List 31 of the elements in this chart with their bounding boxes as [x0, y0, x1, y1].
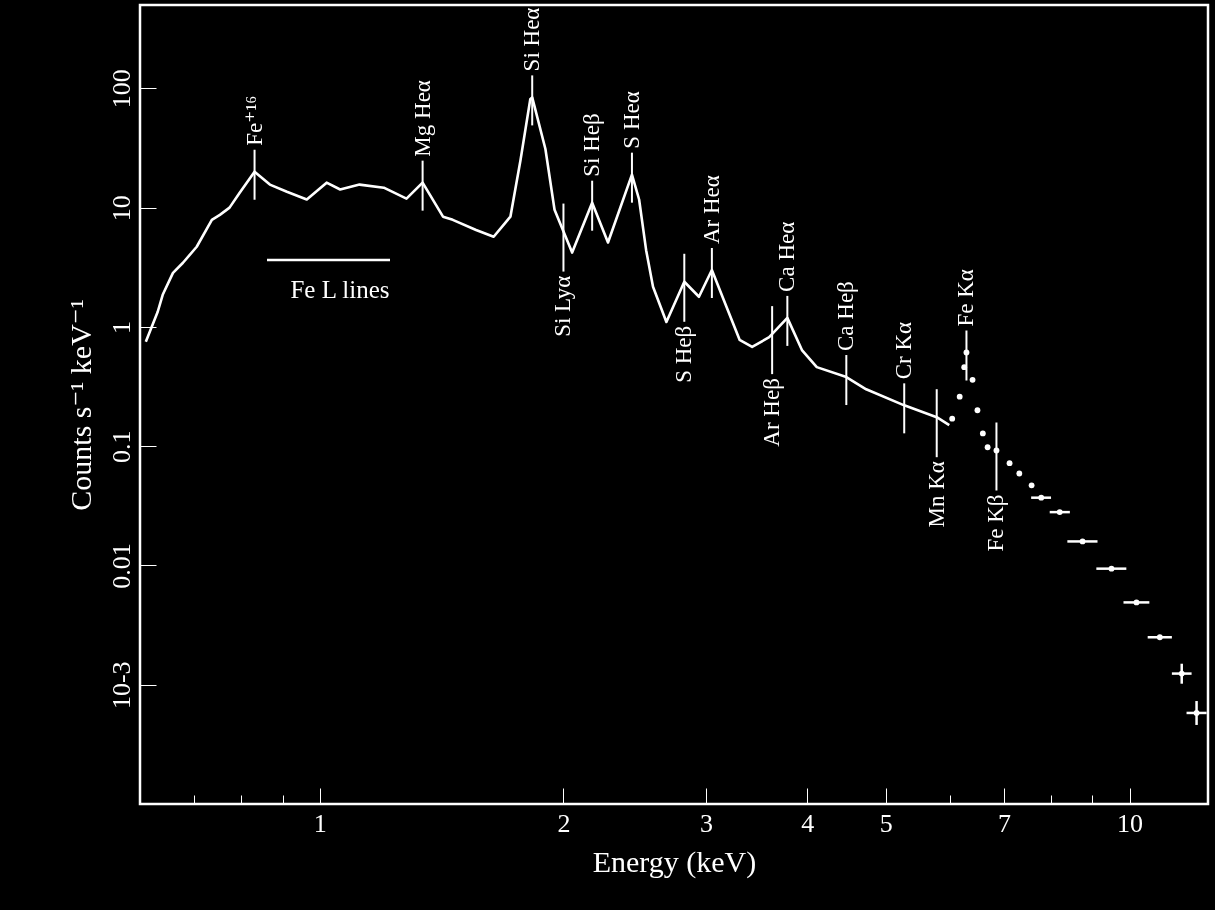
- x-tick-label: 5: [879, 808, 893, 838]
- annotation: S Heα: [618, 91, 644, 149]
- annotation: Ar Heα: [698, 175, 724, 244]
- y-tick-label: 10: [106, 195, 136, 222]
- y-tick-label: 1: [106, 320, 136, 334]
- annotation: Si Lyα: [550, 275, 576, 337]
- annotation: Ar Heβ: [759, 378, 785, 447]
- annotation: Mg Heα: [409, 80, 435, 157]
- annotation: Cr Kα: [891, 321, 917, 380]
- y-axis-title: Counts s⁻¹ keV⁻¹: [63, 299, 97, 511]
- annotation: Mn Kα: [923, 461, 949, 528]
- x-tick-label: 7: [998, 808, 1012, 838]
- x-tick-label: 4: [801, 808, 815, 838]
- annotation: S Heβ: [671, 325, 697, 383]
- annotation: Ca Heβ: [833, 281, 859, 352]
- annotation: Si Heβ: [579, 113, 605, 177]
- annotation: Fe Kα: [953, 269, 979, 327]
- annotation: Ca Heα: [774, 221, 800, 292]
- y-tick-label: 0.01: [106, 543, 136, 589]
- y-tick-label: 10-3: [106, 661, 136, 710]
- x-tick-label: 2: [557, 808, 571, 838]
- y-tick-label: 100: [106, 69, 136, 109]
- annotation: Fe Kβ: [983, 494, 1009, 552]
- x-tick-label: 10: [1117, 808, 1144, 838]
- annotation: Fe L lines: [290, 276, 390, 303]
- x-axis-title: Energy (keV): [592, 844, 757, 879]
- x-tick-label: 1: [313, 808, 327, 838]
- annotation: Si Heα: [519, 7, 545, 72]
- y-tick-label: 0.1: [106, 430, 136, 463]
- annotation: Fe⁺¹⁶: [241, 95, 267, 146]
- x-tick-label: 3: [700, 808, 714, 838]
